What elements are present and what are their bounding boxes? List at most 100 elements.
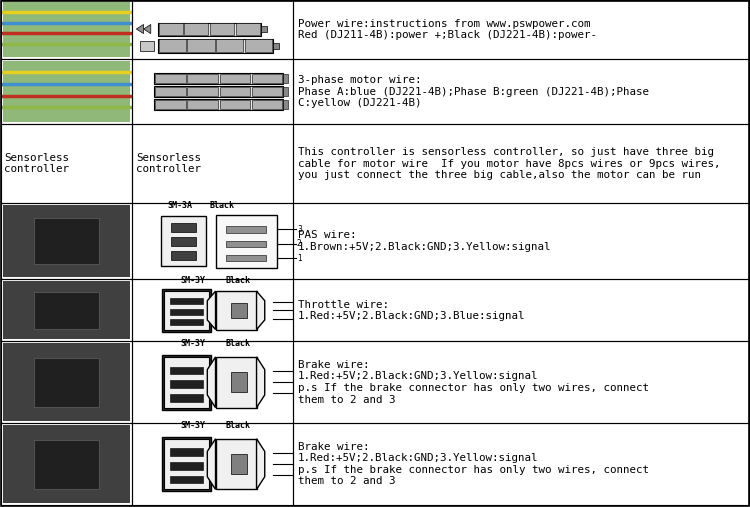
Bar bbox=[170, 380, 203, 388]
Bar bbox=[210, 23, 234, 35]
Bar bbox=[155, 87, 186, 96]
Bar bbox=[283, 100, 288, 109]
Bar bbox=[220, 100, 250, 110]
Bar bbox=[215, 291, 256, 330]
Bar bbox=[154, 99, 283, 110]
Bar bbox=[236, 23, 260, 35]
Polygon shape bbox=[143, 24, 151, 33]
Bar bbox=[252, 100, 282, 110]
Bar bbox=[188, 87, 218, 96]
Text: Sensorless
controller: Sensorless controller bbox=[136, 153, 201, 174]
Polygon shape bbox=[207, 439, 215, 489]
Bar bbox=[132, 59, 292, 124]
Bar bbox=[170, 367, 203, 374]
Bar bbox=[220, 74, 250, 84]
Bar bbox=[226, 226, 266, 233]
Text: Throttle wire:
1.Red:+5V;2.Black:GND;3.Blue:signal: Throttle wire: 1.Red:+5V;2.Black:GND;3.B… bbox=[298, 300, 525, 321]
Polygon shape bbox=[207, 291, 215, 330]
Bar bbox=[188, 100, 218, 110]
Bar bbox=[34, 219, 99, 264]
Bar bbox=[1, 59, 132, 124]
Bar bbox=[1, 423, 132, 505]
Bar bbox=[1, 341, 132, 423]
Text: 2: 2 bbox=[297, 239, 302, 248]
Polygon shape bbox=[256, 439, 265, 489]
Bar bbox=[162, 437, 211, 491]
Bar bbox=[171, 237, 196, 246]
Bar bbox=[1, 124, 132, 203]
Bar bbox=[140, 41, 154, 51]
Bar bbox=[215, 357, 256, 408]
Text: SM-3A: SM-3A bbox=[167, 201, 192, 210]
Text: Sensorless
controller: Sensorless controller bbox=[4, 153, 69, 174]
Bar bbox=[154, 86, 283, 97]
Bar bbox=[3, 2, 130, 57]
Bar bbox=[220, 87, 250, 96]
Bar bbox=[159, 40, 186, 52]
Bar bbox=[132, 279, 292, 341]
Text: 3: 3 bbox=[297, 225, 302, 234]
Bar bbox=[132, 423, 292, 505]
Bar bbox=[3, 343, 130, 421]
Polygon shape bbox=[256, 291, 265, 330]
Text: Brake wire:
1.Red:+5V;2.Black:GND;3.Yellow:signal
p.s If the brake connector has: Brake wire: 1.Red:+5V;2.Black:GND;3.Yell… bbox=[298, 442, 649, 487]
Polygon shape bbox=[207, 357, 215, 408]
Bar bbox=[132, 0, 292, 59]
Bar bbox=[272, 43, 279, 49]
Bar bbox=[292, 0, 749, 59]
Bar bbox=[226, 241, 266, 247]
Bar bbox=[170, 319, 203, 325]
Text: SM-3Y: SM-3Y bbox=[180, 339, 206, 348]
Bar bbox=[188, 74, 218, 84]
Bar bbox=[3, 61, 130, 122]
Polygon shape bbox=[256, 357, 265, 408]
Bar bbox=[3, 425, 130, 503]
Bar bbox=[170, 309, 203, 314]
Bar bbox=[170, 448, 203, 456]
Bar bbox=[159, 23, 183, 35]
Bar bbox=[34, 440, 99, 489]
Bar bbox=[3, 281, 130, 339]
Bar bbox=[1, 203, 132, 279]
Bar bbox=[160, 216, 206, 266]
Polygon shape bbox=[136, 24, 143, 33]
Bar bbox=[3, 205, 130, 277]
Bar bbox=[171, 251, 196, 260]
Bar bbox=[158, 22, 260, 35]
Text: Brake wire:
1.Red:+5V;2.Black:GND;3.Yellow:signal
p.s If the brake connector has: Brake wire: 1.Red:+5V;2.Black:GND;3.Yell… bbox=[298, 360, 649, 405]
Bar bbox=[1, 0, 132, 59]
Text: Power wire:instructions from www.pswpower.com
Red (DJ211-4B):power +;Black (DJ22: Power wire:instructions from www.pswpowe… bbox=[298, 19, 597, 41]
Bar bbox=[132, 124, 292, 203]
Bar bbox=[170, 394, 203, 402]
Bar bbox=[230, 454, 247, 474]
Bar bbox=[170, 299, 203, 304]
Bar bbox=[292, 59, 749, 124]
Bar bbox=[158, 39, 272, 53]
Bar bbox=[215, 214, 277, 268]
Text: PAS wire:
1.Brown:+5V;2.Black:GND;3.Yellow:signal: PAS wire: 1.Brown:+5V;2.Black:GND;3.Yell… bbox=[298, 230, 551, 252]
Text: Black: Black bbox=[225, 421, 251, 430]
Text: Black: Black bbox=[225, 339, 251, 348]
Bar bbox=[164, 439, 209, 489]
Text: 3-phase motor wire:
Phase A:blue (DJ221-4B);Phase B:green (DJ221-4B);Phase
C:yel: 3-phase motor wire: Phase A:blue (DJ221-… bbox=[298, 75, 649, 108]
Bar bbox=[292, 203, 749, 279]
Bar bbox=[230, 372, 247, 392]
Bar bbox=[170, 462, 203, 469]
Text: This controller is sensorless controller, so just have three big
cable for motor: This controller is sensorless controller… bbox=[298, 147, 720, 180]
Bar bbox=[132, 341, 292, 423]
Bar bbox=[260, 26, 266, 31]
Bar bbox=[292, 279, 749, 341]
Bar bbox=[283, 75, 288, 83]
Bar bbox=[230, 303, 247, 318]
Text: 1: 1 bbox=[297, 254, 302, 263]
Bar bbox=[188, 40, 214, 52]
Bar bbox=[292, 423, 749, 505]
Bar bbox=[164, 291, 209, 330]
Bar bbox=[184, 23, 209, 35]
Bar bbox=[1, 279, 132, 341]
Bar bbox=[171, 224, 196, 232]
Text: Black: Black bbox=[209, 201, 234, 210]
Bar bbox=[292, 341, 749, 423]
Bar bbox=[226, 255, 266, 262]
Text: SM-3Y: SM-3Y bbox=[180, 421, 206, 430]
